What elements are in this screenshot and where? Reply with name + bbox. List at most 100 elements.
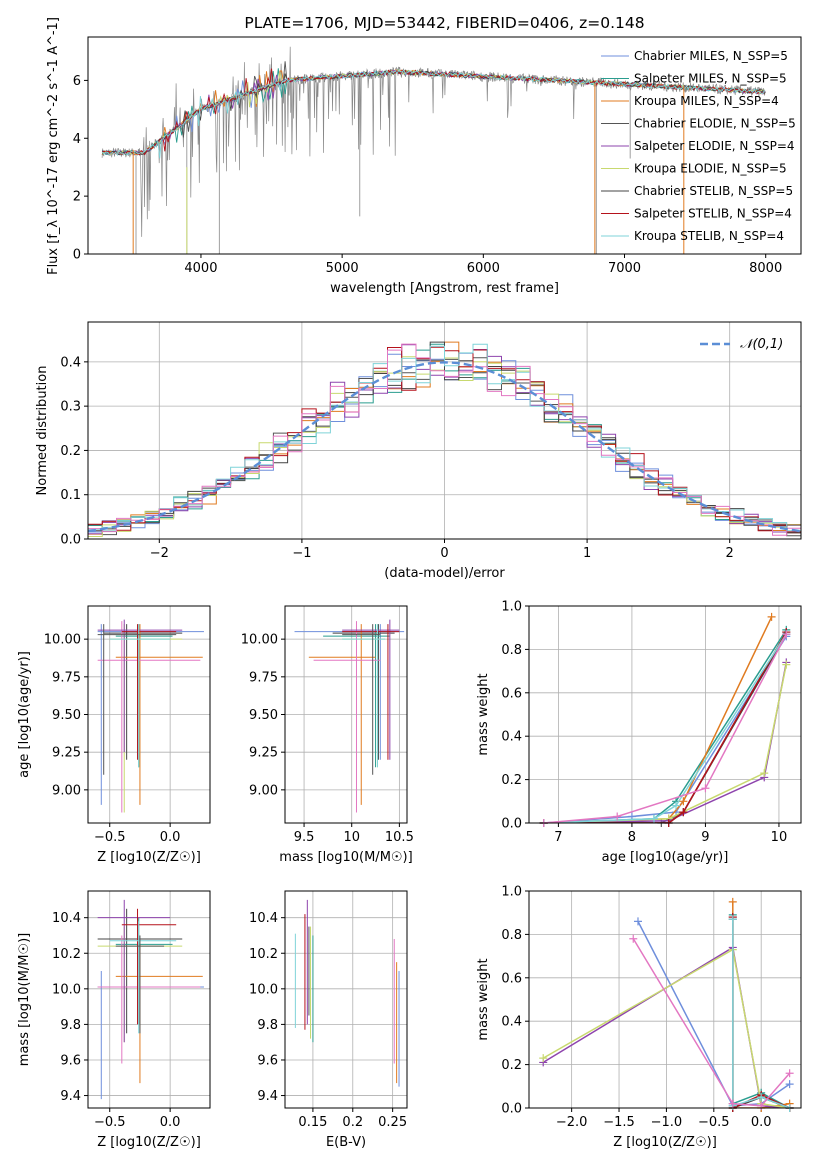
x-tick-label: 10	[343, 830, 360, 845]
x-axis-label: E(B-V)	[326, 1135, 366, 1150]
weight-marker	[679, 797, 688, 806]
weight-marker	[767, 612, 776, 621]
y-tick-label: 0.2	[501, 1058, 522, 1073]
weight-marker	[728, 1099, 737, 1108]
panel-z-weight: −2.0 −1.5 −1.0 −0.5 0.0 0.0 0.2 0.4 0.6 0.8 1.0 Z […	[476, 885, 802, 1150]
legend-entry: Chabrier STELIB, N_SSP=5	[634, 184, 793, 198]
weight-marker	[728, 915, 737, 924]
x-tick-label: 0.15	[298, 1115, 327, 1130]
x-tick-label: −0.5	[94, 1115, 126, 1130]
x-tick-label: 0.2	[342, 1115, 363, 1130]
panel-age-weight: 7 8 9 10 0.0 0.2 0.4 0.6 0.8 1.0 age [log10(age/yr…	[476, 600, 802, 865]
x-tick-label: 7000	[608, 261, 641, 276]
x-tick-label: 9.5	[294, 830, 315, 845]
y-tick-label: 10.2	[52, 947, 81, 962]
y-tick-label: 0.0	[60, 533, 81, 548]
x-tick-label: 6000	[467, 261, 500, 276]
x-axis-label: Z [log10(Z/Z☉)]	[97, 1135, 201, 1150]
x-tick-label: −0.5	[698, 1115, 730, 1130]
y-tick-label: 0.6	[501, 971, 522, 986]
y-axis-label: mass weight	[476, 673, 491, 755]
weight-marker	[785, 1080, 794, 1089]
y-tick-label: 9.00	[52, 783, 81, 798]
y-tick-label: 4	[73, 132, 81, 147]
x-tick-label: 10.5	[385, 830, 414, 845]
weight-marker	[701, 784, 710, 793]
y-tick-label: 9.6	[257, 1053, 278, 1068]
gaussian-curve	[88, 361, 801, 533]
weight-marker	[649, 814, 658, 823]
y-tick-label: 0.4	[501, 1015, 522, 1030]
weight-line	[632, 938, 791, 1107]
y-tick-label: 9.00	[249, 783, 278, 798]
weight-line	[543, 629, 787, 823]
y-tick-label: 0.0	[501, 817, 522, 832]
weight-marker	[782, 630, 791, 639]
panel-z-age: −0.5 0.0 9.00 9.25 9.50 9.75 10.00 Z [log10(Z/Z…	[17, 605, 211, 865]
y-axis-label: Normed distribution	[35, 366, 50, 496]
axes-frame	[87, 605, 211, 824]
weight-line	[543, 636, 787, 823]
x-tick-label: −1.0	[651, 1115, 683, 1130]
panel-ebv-mass: 0.15 0.2 0.25 9.4 9.6 9.8 10.0 10.2 10.4 E(B-V)	[249, 890, 408, 1150]
x-axis-label: mass [log10(M/M☉)]	[279, 850, 412, 865]
x-tick-label: 0	[440, 546, 448, 561]
x-tick-label: 8000	[749, 261, 782, 276]
weight-line	[543, 631, 787, 823]
axes-frame	[528, 605, 802, 824]
y-tick-label: 10.00	[241, 633, 278, 648]
x-tick-label: 2	[726, 546, 734, 561]
y-axis-label: age [log10(age/yr)]	[17, 651, 32, 778]
y-tick-label: 0.6	[501, 686, 522, 701]
axes-frame	[528, 890, 802, 1109]
panel-spectrum: 4000 5000 6000 7000 8000 0 2 4 6 Chabrier MILES, …	[46, 14, 802, 296]
y-tick-label: 9.50	[52, 708, 81, 723]
x-tick-label: 0.0	[160, 1115, 181, 1130]
y-tick-label: 0.8	[501, 928, 522, 943]
legend-entry: Kroupa STELIB, N_SSP=4	[634, 229, 784, 243]
weight-marker	[760, 769, 769, 778]
y-tick-label: 10.4	[249, 911, 278, 926]
y-tick-label: 9.4	[60, 1089, 81, 1104]
y-tick-label: 0.1	[60, 488, 81, 503]
y-tick-label: 1.0	[501, 885, 522, 900]
legend-entry: Kroupa ELODIE, N_SSP=5	[634, 162, 787, 176]
panel-mass-age: 9.5 10 10.5 9.00 9.25 9.50 9.75 10.00 mass [log1…	[241, 605, 414, 865]
x-tick-label: 8	[628, 830, 636, 845]
y-tick-label: 9.8	[60, 1018, 81, 1033]
legend-entry: Salpeter MILES, N_SSP=5	[634, 72, 787, 86]
x-tick-label: −1.5	[603, 1115, 635, 1130]
chart-title: PLATE=1706, MJD=53442, FIBERID=0406, z=0…	[244, 14, 644, 32]
axes-frame	[87, 890, 211, 1109]
y-tick-label: 10.00	[44, 633, 81, 648]
y-tick-label: 10.4	[52, 911, 81, 926]
y-tick-label: 9.75	[52, 670, 81, 685]
legend-entry: Salpeter STELIB, N_SSP=4	[634, 207, 792, 221]
y-tick-label: 1.0	[501, 600, 522, 615]
x-tick-label: 0.0	[160, 830, 181, 845]
y-tick-label: 9.6	[60, 1053, 81, 1068]
y-axis-label: mass [log10(M/M☉)]	[17, 933, 32, 1066]
panel-residuals: −2 −1 0 1 2 0.0 0.1 0.2 0.3 0.4 𝒩(0,1) (data-model)…	[35, 321, 802, 581]
axes-frame	[284, 605, 408, 824]
histogram-step	[88, 343, 801, 532]
y-tick-label: 0.4	[60, 355, 81, 370]
legend-entry: Chabrier ELODIE, N_SSP=5	[634, 117, 796, 131]
y-tick-label: 9.4	[257, 1089, 278, 1104]
weight-marker	[539, 1054, 548, 1063]
x-axis-label: wavelength [Angstrom, rest frame]	[330, 281, 559, 296]
y-tick-label: 2	[73, 190, 81, 205]
legend-entry: 𝒩(0,1)	[740, 337, 783, 352]
y-tick-label: 9.50	[249, 708, 278, 723]
y-tick-label: 0.8	[501, 643, 522, 658]
x-tick-label: 10	[771, 830, 788, 845]
y-tick-label: 6	[73, 74, 81, 89]
x-axis-label: Z [log10(Z/Z☉)]	[613, 1135, 717, 1150]
y-tick-label: 0	[73, 248, 81, 263]
y-tick-label: 0.3	[60, 400, 81, 415]
x-axis-label: Z [log10(Z/Z☉)]	[97, 850, 201, 865]
y-tick-label: 9.25	[52, 746, 81, 761]
y-tick-label: 0.2	[501, 773, 522, 788]
x-tick-label: −2	[150, 546, 169, 561]
